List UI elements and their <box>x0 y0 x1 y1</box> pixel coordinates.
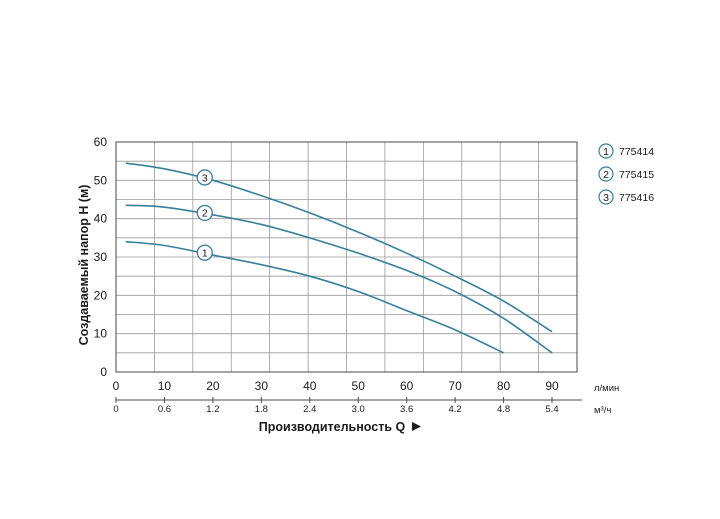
x-tick-label-secondary: 4.2 <box>449 404 462 415</box>
legend-entry-label: 775414 <box>619 146 654 158</box>
series-marker-circle <box>196 169 213 186</box>
legend-marker-circle <box>598 189 614 205</box>
x-tick-label: 70 <box>448 379 462 393</box>
legend-marker-circle <box>598 166 614 182</box>
legend: 1 775414 2 775415 3 775416 <box>598 143 654 205</box>
x-tick-label: 80 <box>497 379 511 393</box>
x-tick-label-secondary: 4.8 <box>497 404 510 415</box>
series-line-3 <box>125 162 553 333</box>
y-tick-label: 30 <box>94 250 108 264</box>
x-tick-label: 90 <box>545 379 559 393</box>
series-marker-number: 2 <box>202 208 208 220</box>
x-tick-label-secondary: 0 <box>113 404 118 415</box>
y-tick-label: 60 <box>94 135 108 149</box>
series-line-1 <box>125 240 504 354</box>
x-tick-label-secondary: 5.4 <box>545 404 558 415</box>
y-tick-label: 20 <box>94 288 108 302</box>
y-tick-label: 0 <box>100 365 107 379</box>
legend-marker-number: 1 <box>603 146 609 158</box>
x-tick-label: 50 <box>352 379 366 393</box>
x-tick-label: 40 <box>303 379 317 393</box>
x-tick-label-secondary: 3.0 <box>352 404 365 415</box>
series-marker-circle <box>196 244 213 261</box>
y-axis-ticks: 0 10 20 30 40 50 60 <box>94 135 108 379</box>
x-tick-label-secondary: 1.2 <box>206 404 219 415</box>
x-axis-primary: 0 10 20 30 40 50 60 70 80 90 <box>113 379 559 393</box>
x-tick-label-secondary: 1.8 <box>255 404 268 415</box>
legend-marker-number: 2 <box>603 169 609 181</box>
legend-marker-circle <box>598 143 614 159</box>
x-axis-label: Производительность Q <box>259 420 406 434</box>
series-marker-circle <box>196 204 213 222</box>
x-tick-label: 30 <box>255 379 269 393</box>
x-tick-label-secondary: 3.6 <box>400 404 413 415</box>
x-axis-secondary: 0 0.6 1.2 1.8 2.4 3.0 3.6 4.2 4.8 5.4 <box>113 397 582 415</box>
x-tick-label: 60 <box>400 379 414 393</box>
plot-grid <box>115 141 578 373</box>
x-tick-label: 0 <box>113 379 120 393</box>
y-tick-label: 40 <box>94 212 108 226</box>
plot-frame <box>115 141 578 373</box>
x-tick-label-secondary: 2.4 <box>303 404 316 415</box>
series-lines: 1 2 3 <box>125 162 553 354</box>
legend-entry-label: 775415 <box>619 169 654 181</box>
y-tick-label: 10 <box>94 327 108 341</box>
series-marker-number: 1 <box>202 247 208 259</box>
x-axis-unit-primary: л/мин <box>594 383 619 394</box>
y-tick-label: 50 <box>94 173 108 187</box>
legend-entry-label: 775416 <box>619 192 654 204</box>
legend-marker-number: 3 <box>603 192 609 204</box>
x-axis-arrow-icon <box>412 422 421 431</box>
series-marker-number: 3 <box>202 172 208 184</box>
x-axis-unit-secondary: м³/ч <box>594 405 611 416</box>
x-tick-label: 20 <box>206 379 220 393</box>
x-tick-label-secondary: 0.6 <box>158 404 171 415</box>
x-tick-label: 10 <box>158 379 172 393</box>
series-line-2 <box>125 204 553 354</box>
y-axis-label: Создаваемый напор H (м) <box>77 185 91 346</box>
